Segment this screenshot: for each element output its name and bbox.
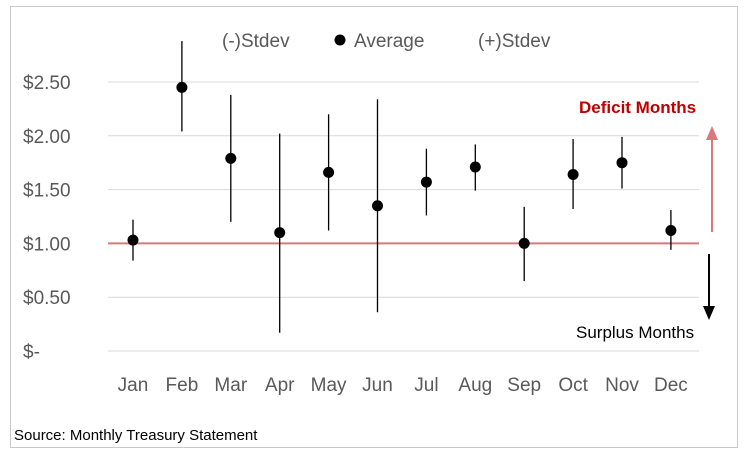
x-tick-label: Apr (265, 375, 295, 396)
x-tick-label: Nov (605, 375, 639, 396)
average-point (616, 157, 628, 169)
deficit-months-label: Deficit Months (579, 98, 696, 117)
x-tick-label: Dec (654, 375, 688, 396)
x-tick-label: May (311, 375, 347, 396)
gridlines (108, 81, 699, 352)
x-tick-label: Aug (458, 375, 492, 396)
legend-average-marker (334, 34, 346, 46)
average-point (176, 81, 188, 93)
legend-minus-stdev: (-)Stdev (222, 31, 290, 52)
x-tick-label: Jan (118, 375, 149, 396)
error-bars (132, 41, 672, 333)
y-tick-label: $0.50 (23, 288, 71, 309)
surplus-months-label: Surplus Months (576, 323, 694, 342)
legend-plus-stdev: (+)Stdev (478, 31, 551, 52)
x-tick-label: Jul (414, 375, 438, 396)
x-tick-label: Feb (166, 375, 199, 396)
surplus-arrow (703, 254, 715, 320)
x-axis-ticks: Jan Feb Mar Apr May Jun Jul Aug Sep Oct Nov Dec (118, 375, 688, 396)
x-tick-label: Sep (507, 375, 541, 396)
average-point (127, 234, 139, 246)
average-point (225, 152, 237, 164)
average-point (518, 237, 530, 249)
source-note: Source: Monthly Treasury Statement (14, 427, 258, 444)
x-tick-label: Oct (558, 375, 588, 396)
average-point (372, 200, 383, 212)
chart-frame (10, 6, 738, 448)
average-point (469, 161, 481, 173)
deficit-arrow (706, 126, 718, 232)
average-point (420, 176, 432, 188)
legend: (-)Stdev Average (+)Stdev (222, 31, 551, 52)
x-tick-label: Jun (362, 375, 393, 396)
average-point (323, 166, 335, 178)
y-tick-label: $1.50 (23, 181, 71, 202)
y-tick-label: $- (23, 342, 40, 363)
legend-average: Average (354, 31, 424, 52)
x-tick-label: Mar (214, 375, 247, 396)
y-tick-label: $2.00 (23, 127, 71, 148)
average-point (567, 169, 579, 181)
y-tick-label: $1.00 (23, 234, 71, 255)
average-point (274, 227, 286, 239)
average-point (665, 224, 677, 236)
y-axis-ticks: $- $0.50 $1.00 $1.50 $2.00 $2.50 (23, 73, 71, 363)
average-points (127, 81, 677, 249)
y-tick-label: $2.50 (23, 73, 71, 94)
